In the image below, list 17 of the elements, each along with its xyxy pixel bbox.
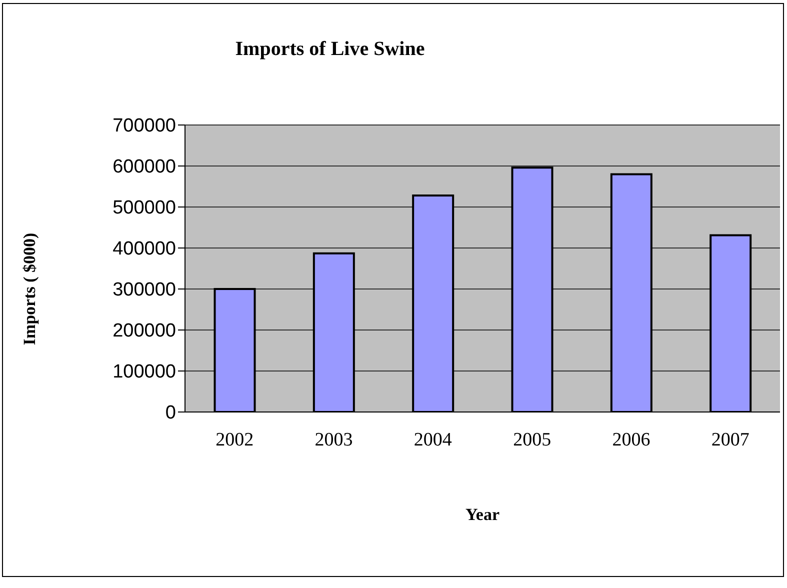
y-tick-label: 200000 <box>112 320 176 342</box>
y-tick-label: 700000 <box>112 116 176 137</box>
y-axis-title: Imports ( $000) <box>20 232 40 346</box>
chart-title: Imports of Live Swine <box>234 38 426 61</box>
y-tick-label: 0 <box>165 402 176 424</box>
y-tick-label: 300000 <box>112 280 176 301</box>
y-tick-label: 100000 <box>112 362 176 383</box>
y-tick-label: 400000 <box>112 238 176 260</box>
x-tick-label: 2006 <box>612 429 650 450</box>
x-tick-label: 2007 <box>711 429 750 450</box>
x-tick-label: 2003 <box>314 429 353 450</box>
x-tick-label: 2004 <box>414 429 452 450</box>
y-tick-label: 600000 <box>112 156 176 178</box>
x-tick-label: 2005 <box>513 429 552 450</box>
y-tick-label: 500000 <box>112 198 176 219</box>
x-tick-label: 2002 <box>216 429 254 450</box>
x-axis-title: Year <box>464 505 500 525</box>
